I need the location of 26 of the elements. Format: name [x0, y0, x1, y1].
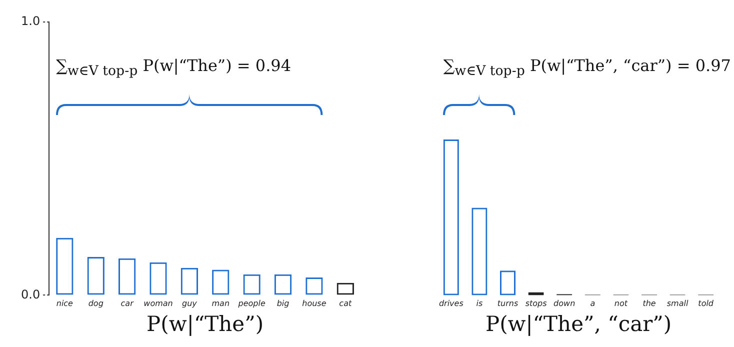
x-tick-label: is: [476, 299, 483, 308]
x-tick-label: the: [642, 299, 656, 308]
x-tick-label: woman: [144, 299, 173, 308]
y-tick-label: 1.0: [20, 14, 40, 28]
x-tick-label: dog: [88, 299, 104, 308]
x-tick-label: big: [276, 299, 290, 308]
annotation: ∑$_{w∈V top-p}$ P(w|“The”, “car”) = 0.97: [443, 56, 731, 80]
x-axis-title: P(w|“The”, “car”): [485, 312, 672, 336]
x-tick-label: drives: [438, 299, 464, 308]
x-tick-label: small: [666, 299, 689, 308]
x-tick-label: turns: [497, 299, 518, 308]
x-axis-title: P(w|“The”): [146, 312, 264, 336]
x-tick-label: a: [590, 299, 596, 308]
y-tick-label: 0.0: [20, 287, 40, 302]
x-tick-label: man: [212, 299, 230, 308]
x-tick-label: not: [614, 299, 628, 308]
x-tick-label: guy: [182, 299, 198, 308]
x-tick-label: house: [302, 299, 326, 308]
x-tick-label: told: [698, 299, 714, 308]
x-tick-label: people: [237, 299, 266, 308]
x-tick-label: down: [554, 299, 576, 308]
annotation: ∑$_{w∈V top-p}$ P(w|“The”) = 0.94: [56, 56, 292, 80]
x-tick-label: stops: [525, 299, 547, 308]
x-tick-label: nice: [56, 299, 74, 308]
x-tick-label: cat: [339, 299, 352, 308]
x-tick-label: car: [120, 299, 134, 308]
